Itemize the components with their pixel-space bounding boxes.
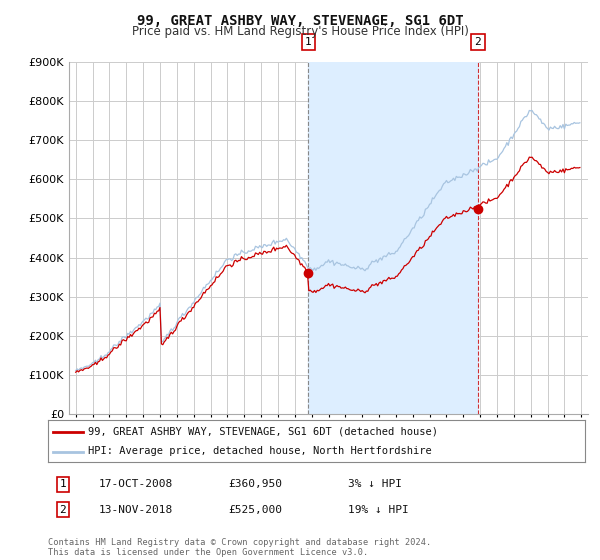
Text: 99, GREAT ASHBY WAY, STEVENAGE, SG1 6DT: 99, GREAT ASHBY WAY, STEVENAGE, SG1 6DT [137, 14, 463, 28]
Text: 99, GREAT ASHBY WAY, STEVENAGE, SG1 6DT (detached house): 99, GREAT ASHBY WAY, STEVENAGE, SG1 6DT … [88, 427, 438, 437]
Text: 17-OCT-2008: 17-OCT-2008 [99, 479, 173, 489]
Text: £525,000: £525,000 [228, 505, 282, 515]
Bar [308, 62, 478, 414]
Text: 2: 2 [59, 505, 67, 515]
Text: 13-NOV-2018: 13-NOV-2018 [99, 505, 173, 515]
Text: 3% ↓ HPI: 3% ↓ HPI [348, 479, 402, 489]
Text: Price paid vs. HM Land Registry's House Price Index (HPI): Price paid vs. HM Land Registry's House … [131, 25, 469, 38]
Text: 1: 1 [59, 479, 67, 489]
Text: HPI: Average price, detached house, North Hertfordshire: HPI: Average price, detached house, Nort… [88, 446, 432, 456]
Text: 2: 2 [475, 37, 481, 47]
Text: £360,950: £360,950 [228, 479, 282, 489]
Text: 19% ↓ HPI: 19% ↓ HPI [348, 505, 409, 515]
Text: 1: 1 [305, 37, 311, 47]
Text: Contains HM Land Registry data © Crown copyright and database right 2024.
This d: Contains HM Land Registry data © Crown c… [48, 538, 431, 557]
